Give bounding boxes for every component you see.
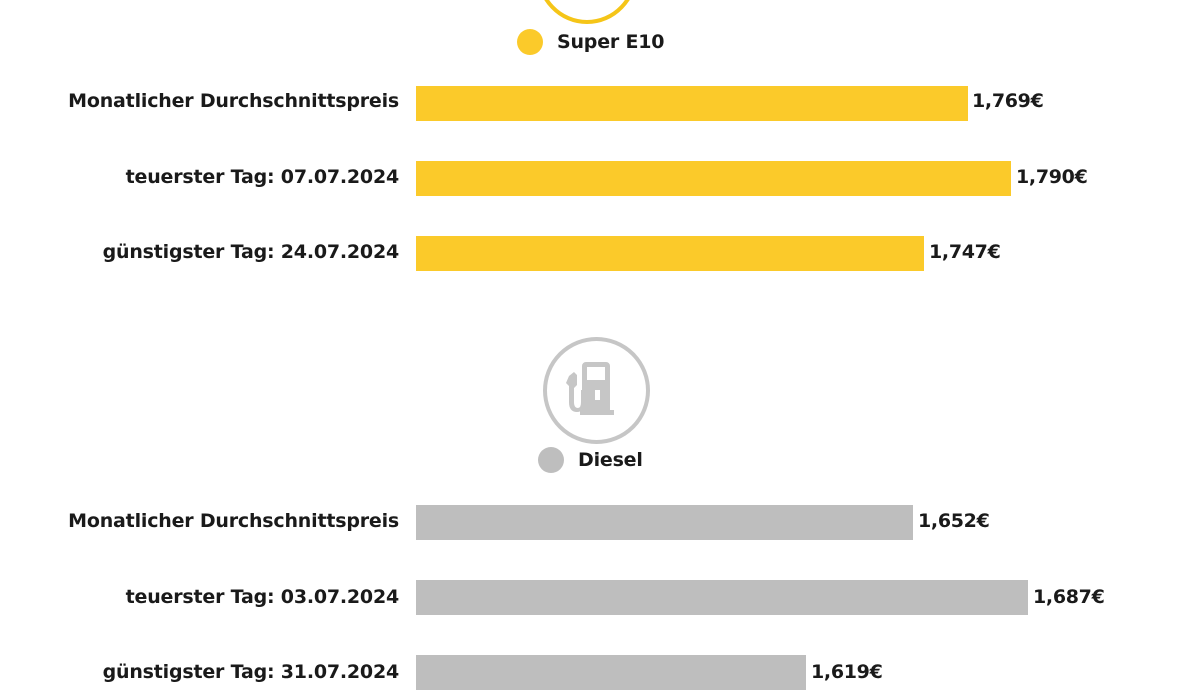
e10-bar-average [416, 86, 968, 121]
legend-super-e10: Super E10 [517, 29, 665, 55]
legend-label: Diesel [578, 449, 643, 471]
diesel-bar-lowest [416, 655, 806, 690]
e10-value-lowest: 1,747€ [929, 241, 1001, 263]
fuel-pump-icon-ring-e10 [536, 0, 638, 24]
diesel-bar-average [416, 505, 913, 540]
e10-value-average: 1,769€ [972, 90, 1044, 112]
legend-label: Super E10 [557, 31, 665, 53]
fuel-pump-icon [566, 362, 614, 415]
e10-bar-highest [416, 161, 1011, 196]
legend-dot-icon [538, 447, 564, 473]
diesel-label-average: Monatlicher Durchschnittspreis [68, 510, 399, 532]
diesel-value-average: 1,652€ [918, 510, 990, 532]
diesel-label-lowest: günstigster Tag: 31.07.2024 [102, 661, 400, 683]
diesel-label-highest: teuerster Tag: 03.07.2024 [125, 586, 400, 608]
diesel-value-lowest: 1,619€ [811, 661, 883, 683]
e10-bar-lowest [416, 236, 924, 271]
diesel-bar-highest [416, 580, 1028, 615]
fuel-pump-icon-ring-diesel [543, 337, 650, 444]
e10-value-highest: 1,790€ [1016, 166, 1088, 188]
legend-dot-icon [517, 29, 543, 55]
legend-diesel: Diesel [538, 447, 643, 473]
e10-label-lowest: günstigster Tag: 24.07.2024 [102, 241, 400, 263]
diesel-value-highest: 1,687€ [1033, 586, 1105, 608]
e10-label-highest: teuerster Tag: 07.07.2024 [125, 166, 400, 188]
e10-label-average: Monatlicher Durchschnittspreis [68, 90, 399, 112]
